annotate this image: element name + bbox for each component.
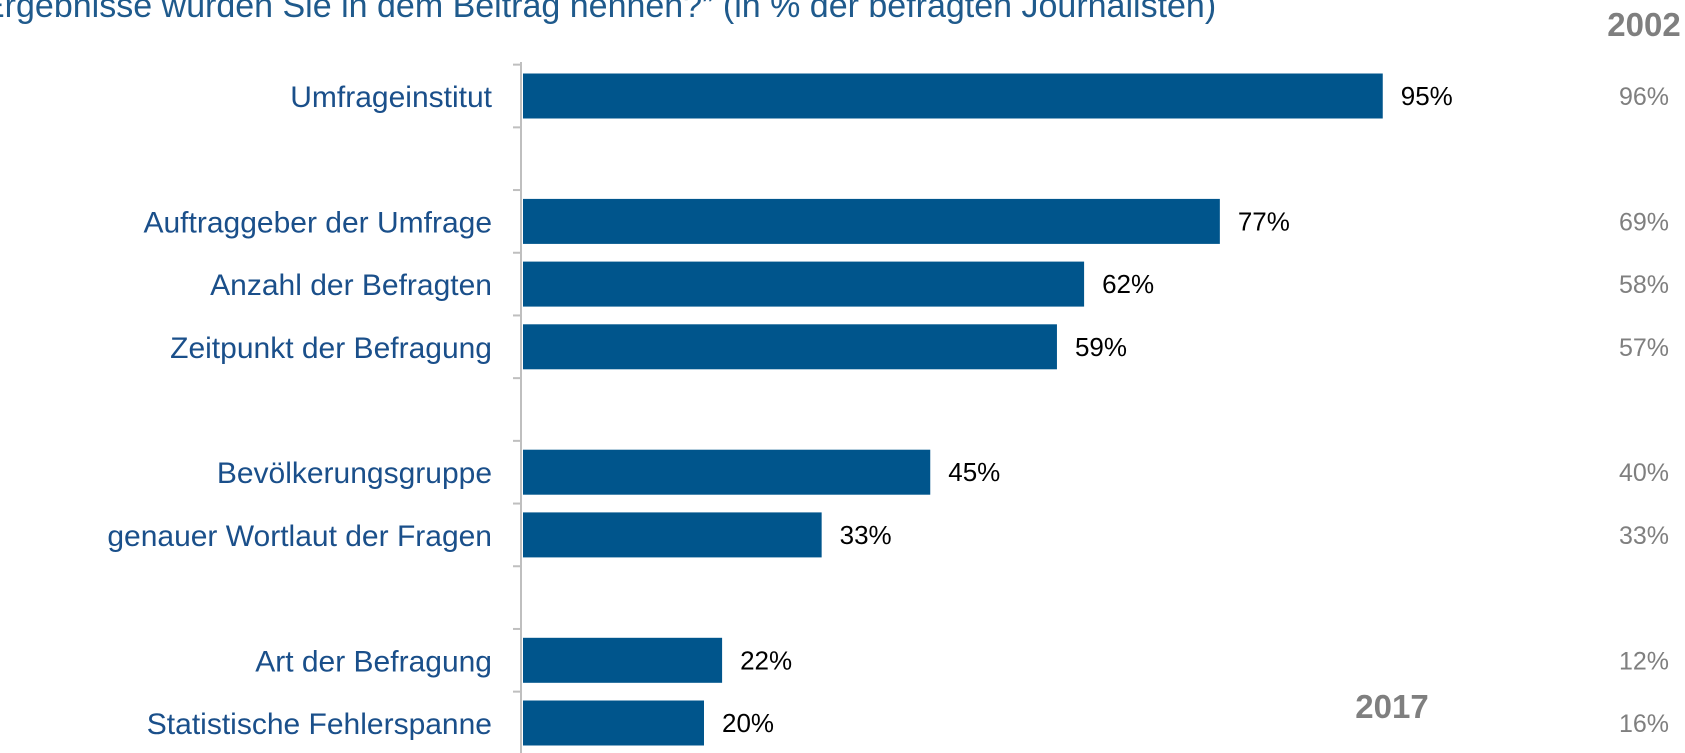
comparison-data-label: 40% — [1619, 459, 1669, 487]
category-label: Statistische Fehlerspanne — [147, 708, 492, 741]
data-label: 20% — [722, 708, 774, 738]
category-label: Bevölkerungsgruppe — [217, 457, 492, 490]
data-label: 33% — [840, 520, 892, 550]
category-label: Auftraggeber der Umfrage — [143, 206, 492, 239]
data-label: 62% — [1102, 269, 1154, 299]
bar — [523, 700, 704, 746]
bar — [523, 637, 723, 683]
bar — [523, 73, 1383, 119]
category-label: Zeitpunkt der Befragung — [170, 332, 492, 365]
data-label: 95% — [1401, 81, 1453, 111]
chart-header: Ergebnisse würden Sie in dem Beitrag nen… — [0, 0, 1216, 25]
comparison-data-label: 58% — [1619, 271, 1669, 299]
data-label: 45% — [948, 457, 1000, 487]
bar — [523, 261, 1085, 307]
y-axis-ticks — [513, 63, 521, 693]
category-labels: Umfrageinstitut Auftraggeber der Umfrage A… — [107, 81, 492, 741]
data-label: 22% — [740, 645, 792, 675]
category-label: Anzahl der Befragten — [210, 269, 492, 302]
bar — [523, 198, 1220, 244]
series-label-2002: 2002 — [1607, 6, 1680, 43]
category-label: genauer Wortlaut der Fragen — [107, 520, 492, 553]
comparison-data-label: 96% — [1619, 83, 1669, 111]
bar — [523, 324, 1057, 370]
bars — [523, 73, 1383, 746]
category-label: Umfrageinstitut — [290, 81, 492, 114]
bar — [523, 512, 822, 558]
comparison-labels: 96% 69% 58% 57% 40% 33% 12% 16% — [1619, 83, 1669, 738]
data-label: 77% — [1238, 206, 1290, 236]
comparison-data-label: 57% — [1619, 334, 1669, 362]
bar — [523, 449, 931, 495]
series-label-2017: 2017 — [1355, 688, 1428, 725]
comparison-data-label: 33% — [1619, 522, 1669, 550]
value-labels: 95% 77% 62% 59% 45% 33% 22% 20% — [722, 81, 1453, 738]
comparison-data-label: 12% — [1619, 647, 1669, 675]
comparison-data-label: 16% — [1619, 710, 1669, 738]
data-label: 59% — [1075, 332, 1127, 362]
comparison-data-label: 69% — [1619, 208, 1669, 236]
category-label: Art der Befragung — [255, 645, 492, 678]
